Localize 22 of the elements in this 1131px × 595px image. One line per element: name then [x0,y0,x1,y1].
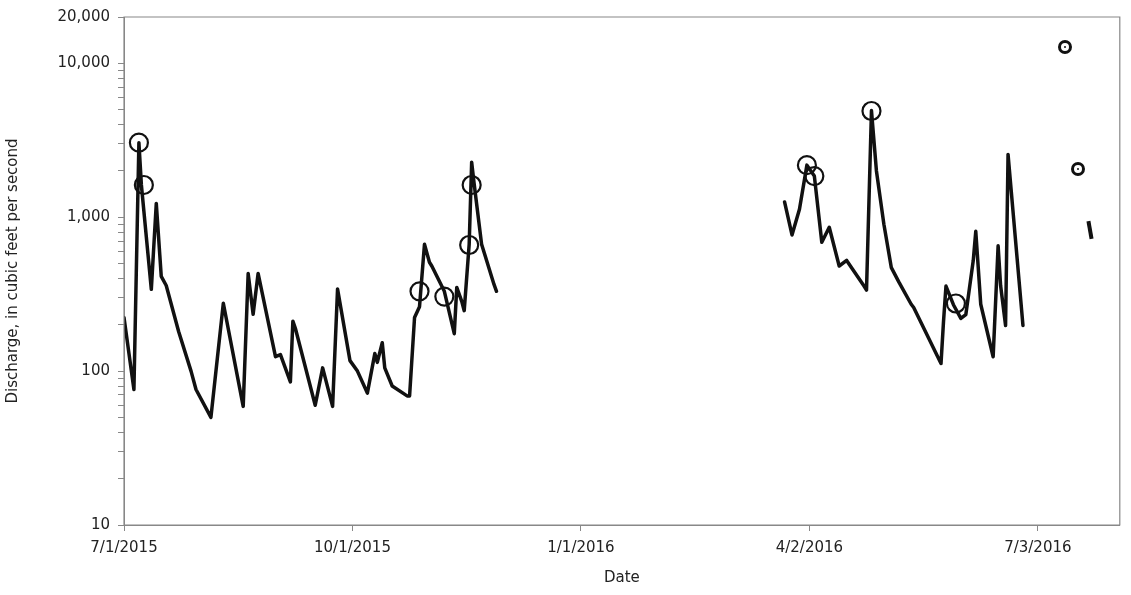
point [861,100,882,122]
x-tick-label: 7/3/2016 [1004,537,1072,556]
y-tick-label: 10,000 [57,53,110,72]
y-tick-label: 20,000 [57,6,110,25]
point [128,132,149,153]
point [133,174,154,196]
y-tick-label: 10 [90,514,110,533]
point [945,293,966,314]
point [804,166,825,187]
y-tick-label: 100 [81,361,110,379]
x-tick-label: 1/1/2016 [547,537,615,556]
x-tick-label: 4/2/2016 [775,537,844,556]
x-tick-label: 10/1/2015 [314,537,391,556]
point [461,174,482,196]
y-axis-title: Discharge, in cubic feet per second [2,138,21,404]
point [409,281,430,302]
x-axis-title: Date [603,567,640,586]
point [434,286,455,307]
point [796,155,818,176]
point [459,234,480,256]
x-tick-label: 7/1/2015 [90,537,158,556]
y-tick-label: 1,000 [67,207,110,226]
